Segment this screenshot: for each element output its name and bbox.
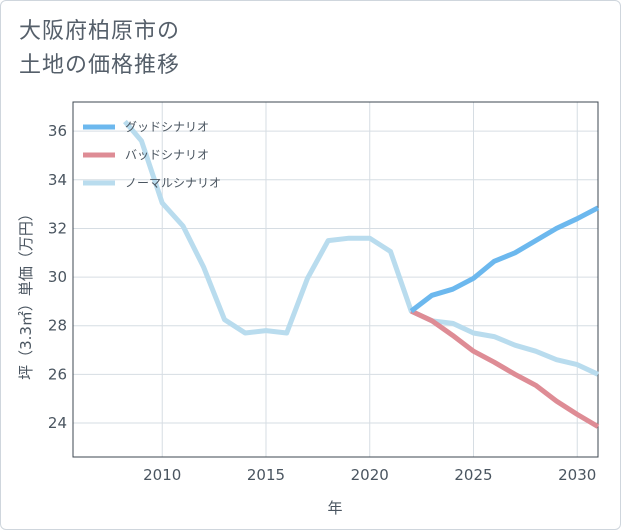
legend-label-2: ノーマルシナリオ bbox=[125, 176, 221, 190]
series-line-0 bbox=[409, 205, 600, 314]
x-tick-label: 2010 bbox=[143, 466, 181, 484]
y-tick-label: 32 bbox=[48, 219, 67, 237]
y-tick-label: 28 bbox=[48, 317, 67, 335]
x-axis-title: 年 bbox=[327, 499, 342, 517]
chart-title-line-2: 土地の価格推移 bbox=[19, 53, 181, 78]
y-tick-label: 24 bbox=[48, 414, 67, 432]
series-lines bbox=[123, 119, 600, 429]
y-tick-label: 30 bbox=[48, 268, 67, 286]
series-line-1 bbox=[410, 308, 600, 429]
y-tick-label: 36 bbox=[48, 122, 67, 140]
x-tick-label: 2015 bbox=[247, 466, 285, 484]
y-axis-title: 坪（3.3㎡）単価（万円） bbox=[17, 206, 35, 380]
y-tick-label: 34 bbox=[48, 171, 67, 189]
x-tick-label: 2020 bbox=[351, 466, 389, 484]
x-tick-label: 2025 bbox=[454, 466, 492, 484]
series-line-2 bbox=[123, 119, 600, 377]
x-axis-ticks: 2010 2015 2020 2025 2030 bbox=[143, 466, 596, 484]
chart-title-line-1: 大阪府柏原市の bbox=[19, 19, 181, 44]
legend-label-0: グッドシナリオ bbox=[125, 120, 209, 134]
x-tick-label: 2030 bbox=[558, 466, 596, 484]
legend-label-1: バッドシナリオ bbox=[125, 148, 209, 162]
plot-area-border bbox=[72, 101, 599, 458]
y-axis-ticks: 24 26 28 30 32 34 36 bbox=[48, 122, 67, 432]
chart-title: 大阪府柏原市の 土地の価格推移 bbox=[19, 15, 180, 83]
y-tick-label: 26 bbox=[48, 365, 67, 383]
